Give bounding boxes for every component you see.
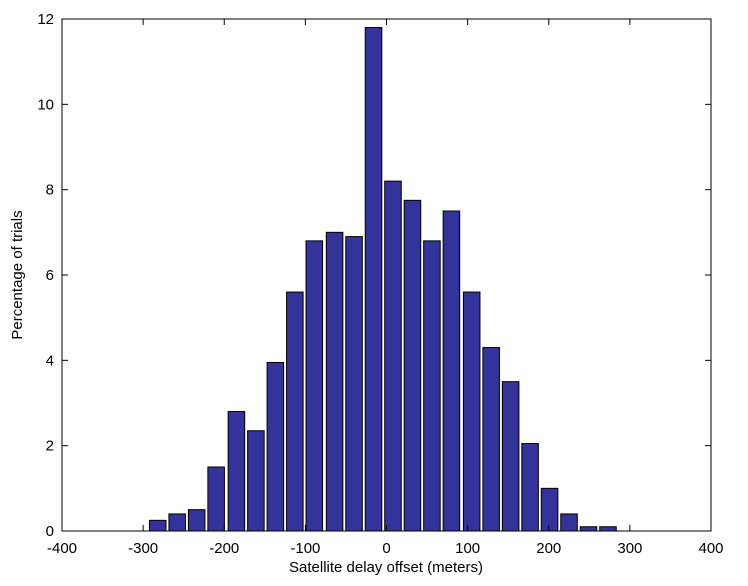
- y-tick-label: 8: [46, 182, 54, 199]
- bar: [286, 291, 304, 532]
- bar: [345, 236, 363, 532]
- y-tick-label: 12: [37, 11, 54, 28]
- bar: [560, 513, 578, 532]
- x-tick-label: 0: [382, 540, 390, 557]
- bar: [521, 443, 539, 532]
- bar: [364, 27, 383, 532]
- bar: [384, 180, 402, 532]
- bar: [462, 291, 481, 532]
- x-tick-label: 200: [536, 540, 561, 557]
- bar: [305, 240, 324, 532]
- bar: [227, 411, 246, 532]
- x-tick-label: 300: [617, 540, 642, 557]
- bar: [599, 526, 617, 532]
- bar: [540, 487, 559, 532]
- bar: [207, 466, 225, 532]
- y-tick-label: 2: [46, 438, 54, 455]
- x-tick-label: -200: [209, 540, 239, 557]
- x-tick-label: 400: [698, 540, 723, 557]
- bar: [168, 513, 186, 532]
- bar: [423, 240, 441, 532]
- bar: [579, 526, 598, 532]
- bar: [403, 199, 422, 532]
- x-axis-label: Satellite delay offset (meters): [289, 559, 483, 576]
- bar: [247, 430, 265, 532]
- bar: [482, 347, 500, 532]
- x-tick-label: 100: [455, 540, 480, 557]
- y-tick-label: 0: [46, 523, 54, 540]
- bar: [187, 509, 206, 532]
- x-tick-label: -300: [128, 540, 158, 557]
- bar: [442, 210, 461, 532]
- y-tick-label: 6: [46, 267, 54, 284]
- bar: [148, 519, 167, 532]
- y-axis-label: Percentage of trials: [9, 210, 26, 339]
- x-tick-label: -100: [290, 540, 320, 557]
- y-tick-label: 10: [37, 96, 54, 113]
- y-tick-label: 4: [46, 352, 54, 369]
- bar: [325, 231, 344, 532]
- bar: [501, 381, 520, 532]
- x-tick-label: -400: [47, 540, 77, 557]
- bar: [266, 361, 285, 532]
